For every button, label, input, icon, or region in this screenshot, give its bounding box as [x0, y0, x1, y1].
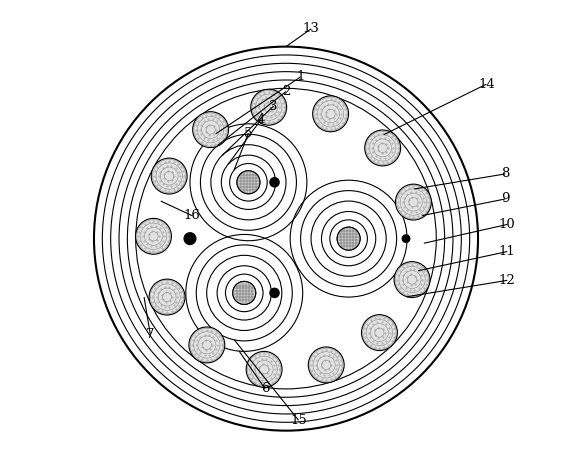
Circle shape — [193, 112, 229, 147]
Text: 5: 5 — [244, 127, 253, 140]
Text: 13: 13 — [303, 22, 320, 35]
Text: 14: 14 — [478, 78, 495, 91]
Circle shape — [189, 327, 225, 363]
Circle shape — [270, 178, 279, 187]
Text: 6: 6 — [261, 382, 269, 396]
Text: 3: 3 — [269, 99, 278, 113]
Circle shape — [362, 315, 398, 350]
Text: 8: 8 — [501, 167, 509, 180]
Circle shape — [237, 171, 260, 194]
Text: 12: 12 — [499, 274, 515, 287]
Circle shape — [365, 130, 400, 166]
Circle shape — [151, 158, 187, 194]
Circle shape — [395, 184, 431, 220]
Circle shape — [402, 235, 410, 243]
Text: 11: 11 — [499, 245, 515, 258]
Circle shape — [337, 227, 360, 250]
Circle shape — [251, 89, 287, 125]
Text: 7: 7 — [146, 328, 154, 341]
Circle shape — [308, 347, 344, 383]
Text: 10: 10 — [499, 218, 515, 231]
Circle shape — [149, 279, 185, 315]
Circle shape — [313, 96, 348, 132]
Circle shape — [394, 261, 430, 298]
Text: 2: 2 — [282, 85, 290, 98]
Text: 1: 1 — [296, 70, 305, 83]
Circle shape — [233, 281, 256, 304]
Circle shape — [246, 351, 282, 387]
Circle shape — [184, 233, 196, 244]
Circle shape — [136, 219, 172, 254]
Text: 4: 4 — [257, 113, 265, 126]
Text: 9: 9 — [501, 193, 510, 205]
Text: 15: 15 — [290, 414, 307, 427]
Text: 16: 16 — [184, 209, 201, 222]
Circle shape — [270, 288, 279, 298]
